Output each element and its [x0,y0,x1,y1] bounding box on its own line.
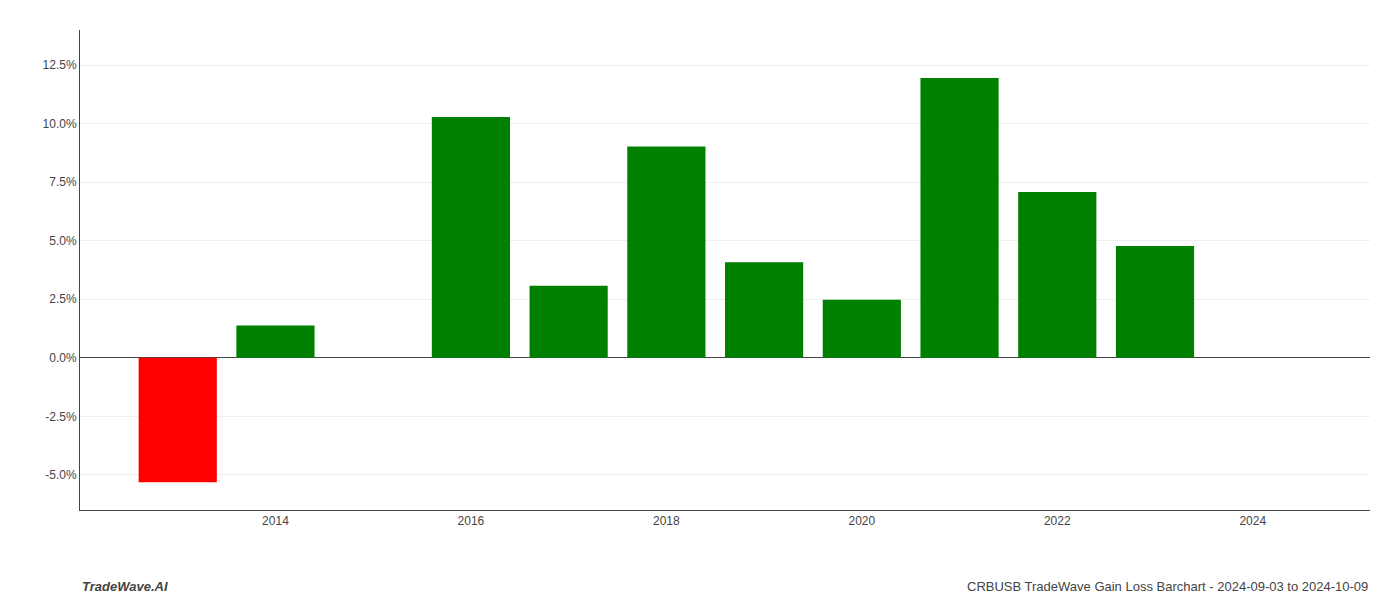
svg-text:2014: 2014 [262,514,289,528]
svg-text:2018: 2018 [653,514,680,528]
svg-text:2022: 2022 [1044,514,1071,528]
svg-text:2024: 2024 [1239,514,1266,528]
svg-text:5.0%: 5.0% [49,234,77,248]
svg-text:12.5%: 12.5% [43,58,77,72]
svg-text:-5.0%: -5.0% [45,468,77,482]
svg-text:-2.5%: -2.5% [45,410,77,424]
svg-text:7.5%: 7.5% [49,175,77,189]
svg-text:0.0%: 0.0% [49,351,77,365]
svg-text:2020: 2020 [848,514,875,528]
svg-text:2.5%: 2.5% [49,292,77,306]
svg-text:TradeWave.AI: TradeWave.AI [82,579,168,594]
svg-text:2016: 2016 [458,514,485,528]
svg-text:10.0%: 10.0% [43,117,77,131]
svg-text:CRBUSB TradeWave Gain Loss Bar: CRBUSB TradeWave Gain Loss Barchart - 20… [967,579,1368,594]
